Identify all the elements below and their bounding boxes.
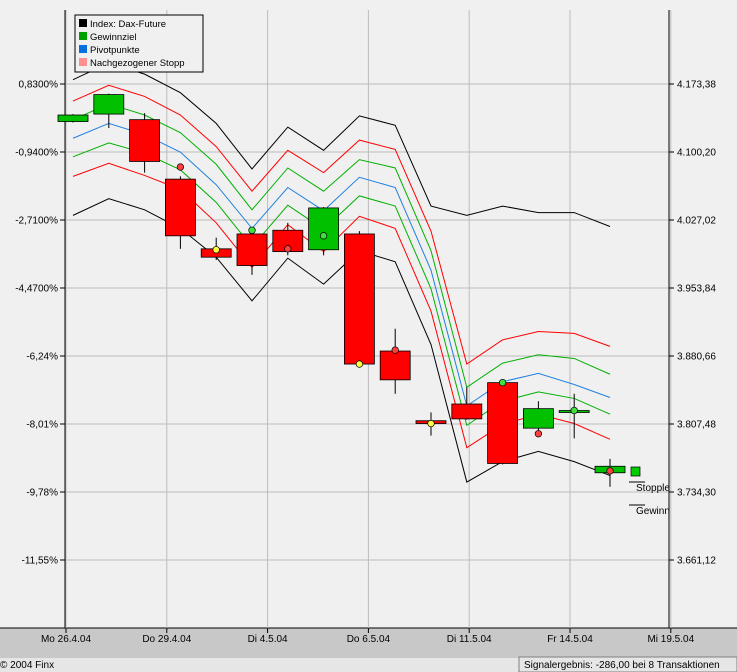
band-black-upper bbox=[72, 62, 611, 227]
band-blue-pivot bbox=[72, 122, 611, 407]
candle bbox=[129, 113, 161, 173]
candle bbox=[57, 114, 89, 123]
signal-marker bbox=[498, 378, 507, 387]
candle bbox=[308, 207, 340, 256]
signal-marker bbox=[391, 346, 399, 354]
right-tick-label: 3.880,66 bbox=[677, 352, 716, 363]
right-tick-label: 3.734,30 bbox=[677, 488, 716, 499]
x-tick-label: Do 6.5.04 bbox=[347, 634, 391, 645]
signal-marker bbox=[319, 232, 328, 240]
x-tick-label: Di 11.5.04 bbox=[447, 634, 492, 645]
candle bbox=[164, 176, 196, 249]
left-tick-label: -9,78% bbox=[26, 488, 58, 499]
x-tick-label: Mo 26.4.04 bbox=[41, 634, 91, 645]
legend: Index: Dax-Future Gewinnziel Pivotpunkte… bbox=[74, 14, 204, 73]
candlesticks bbox=[57, 93, 626, 487]
signal-marker bbox=[427, 419, 435, 428]
left-tick-label: -8,01% bbox=[26, 420, 58, 431]
candle bbox=[236, 227, 268, 275]
stopple-label: Stopple bbox=[636, 483, 670, 494]
signal-marker bbox=[534, 430, 543, 438]
signal-marker bbox=[355, 360, 364, 368]
footer-result: Signalergebnis: -286,00 bei 8 Transaktio… bbox=[524, 660, 720, 671]
candle-body-down bbox=[129, 119, 161, 162]
candle bbox=[523, 401, 554, 435]
x-axis-ticks: Mo 26.4.04 Do 29.4.04 Di 4.5.04 Do 6.5.04 Di… bbox=[41, 628, 695, 645]
candle-body-down bbox=[451, 403, 483, 420]
candle bbox=[379, 328, 411, 394]
band-lines bbox=[72, 62, 611, 483]
right-tick-label: 3.807,48 bbox=[677, 420, 716, 431]
candle bbox=[487, 379, 519, 465]
right-tick-label: 3.953,84 bbox=[677, 284, 716, 295]
signal-markers bbox=[176, 163, 614, 475]
candle-body-down bbox=[379, 350, 411, 381]
signal-marker bbox=[248, 226, 256, 234]
signal-marker bbox=[176, 163, 185, 171]
legend-swatch-gewinnziel bbox=[79, 32, 87, 40]
candle-body-up bbox=[93, 94, 125, 115]
left-tick-label: -4,4700% bbox=[15, 284, 58, 295]
x-tick-label: Di 4.5.04 bbox=[248, 634, 288, 645]
left-tick-label: 0,8300% bbox=[19, 80, 59, 91]
signal-marker bbox=[284, 245, 292, 253]
band-green-upper bbox=[72, 103, 611, 389]
right-tick-label: 4.173,38 bbox=[677, 80, 716, 91]
legend-swatch-index bbox=[79, 19, 87, 27]
left-tick-label: -0,9400% bbox=[15, 148, 58, 159]
candle bbox=[93, 93, 125, 129]
right-axis-ticks: 4.173,38 4.100,20 4.027,02 3.953,84 3.880,66… bbox=[669, 80, 716, 567]
band-black-lower bbox=[72, 198, 611, 483]
footer-copyright: © 2004 Finx bbox=[0, 660, 54, 671]
gewinn-label: Gewinn bbox=[636, 506, 670, 517]
left-tick-label: -6,24% bbox=[26, 352, 58, 363]
right-square-marker bbox=[630, 466, 641, 477]
candle-body-up bbox=[308, 207, 340, 251]
left-axis-ticks: 0,8300% -0,9400% -2,7100% -4,4700% -6,24% -8,… bbox=[15, 80, 65, 567]
legend-swatch-stopp bbox=[79, 58, 87, 66]
signal-marker bbox=[606, 467, 614, 475]
legend-swatch-pivot bbox=[79, 45, 87, 53]
candle-body-down bbox=[343, 233, 375, 365]
candle-body-up bbox=[523, 408, 554, 429]
legend-box bbox=[74, 14, 204, 73]
x-tick-label: Mi 19.5.04 bbox=[647, 634, 694, 645]
legend-label-index: Index: Dax-Future bbox=[90, 19, 166, 30]
footer-result-box bbox=[518, 656, 737, 672]
right-tick-label: 4.100,20 bbox=[677, 148, 716, 159]
signal-marker bbox=[212, 246, 220, 254]
x-tick-label: Do 29.4.04 bbox=[142, 634, 191, 645]
candle-body-up bbox=[57, 114, 89, 122]
band-green-lower bbox=[72, 142, 611, 427]
band-red-lower bbox=[72, 162, 611, 449]
left-tick-label: -11,55% bbox=[21, 556, 58, 567]
candle-body-down bbox=[236, 233, 268, 266]
right-tick-label: 3.661,12 bbox=[677, 556, 716, 567]
band-red-upper bbox=[72, 84, 611, 365]
x-tick-label: Fr 14.5.04 bbox=[547, 634, 593, 645]
right-tick-label: 4.027,02 bbox=[677, 216, 716, 227]
legend-label-gewinnziel: Gewinnziel bbox=[90, 32, 136, 43]
right-side-labels: Stopple Gewinn bbox=[629, 466, 670, 517]
candle bbox=[343, 231, 375, 366]
candle-body-down bbox=[487, 382, 519, 464]
candle bbox=[451, 387, 483, 420]
legend-label-stopp: Nachgezogener Stopp bbox=[90, 58, 185, 69]
signal-marker bbox=[570, 406, 578, 415]
legend-label-pivot: Pivotpunkte bbox=[90, 45, 140, 56]
candle-body-down bbox=[164, 178, 196, 237]
left-tick-label: -2,7100% bbox=[15, 216, 58, 227]
